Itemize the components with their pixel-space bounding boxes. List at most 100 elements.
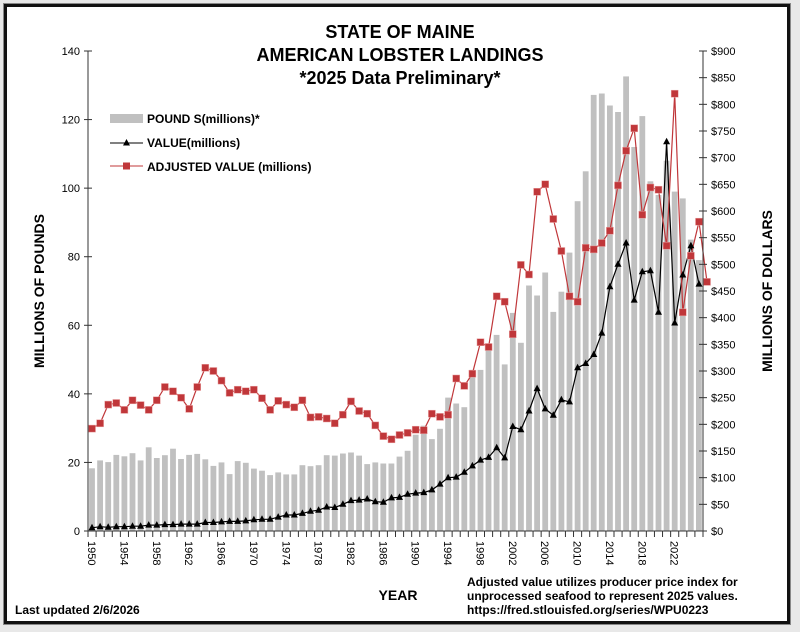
legend: POUND S(millions)* VALUE(millions) ADJUS…: [110, 112, 311, 174]
bar-pounds-1973: [275, 472, 282, 531]
bar-pounds-1962: [186, 454, 192, 531]
point-adjusted-1985: [371, 421, 380, 430]
point-adjusted-2007: [549, 215, 558, 223]
point-adjusted-1959: [161, 383, 169, 391]
point-value-2020: [655, 308, 662, 315]
point-adjusted-2016: [622, 146, 630, 155]
y2-tick-label: $100: [711, 473, 735, 485]
y2-tick-label: $550: [711, 233, 735, 245]
point-value-1951: [96, 522, 104, 530]
point-adjusted-1986: [379, 432, 388, 440]
bar-pounds-1980: [331, 455, 338, 531]
point-value-1993: [436, 480, 444, 487]
point-value-1964: [201, 518, 209, 525]
footnote-link[interactable]: https://fred.stlouisfed.org/series/WPU02…: [467, 603, 709, 617]
bar-pounds-1985: [372, 462, 379, 531]
point-value-1988: [396, 493, 403, 500]
bar-pounds-2003: [518, 342, 524, 531]
bar-pounds-2008: [558, 291, 565, 531]
bar-pounds-2002: [509, 312, 516, 531]
chart-title-line-3: *2025 Data Preliminary*: [299, 68, 500, 88]
y-tick-label: 0: [74, 526, 80, 538]
point-value-1955: [129, 522, 136, 529]
bar-pounds-1958: [153, 458, 160, 531]
bar-pounds-1974: [283, 474, 290, 531]
point-value-2019: [646, 266, 654, 274]
point-adjusted-2008: [557, 247, 566, 255]
point-adjusted-1979: [322, 414, 331, 423]
point-value-1995: [452, 473, 460, 480]
point-value-1954: [120, 522, 128, 530]
x-tick-label: 1974: [279, 541, 291, 565]
point-value-2009: [566, 397, 573, 405]
point-adjusted-2009: [565, 292, 574, 301]
bar-pounds-2020: [655, 195, 662, 531]
bar-pounds-1978: [315, 465, 322, 531]
y2-tick-label: $450: [711, 286, 735, 298]
bar-pounds-1979: [323, 455, 330, 531]
point-value-1992: [428, 485, 436, 493]
point-adjusted-2006: [541, 180, 549, 189]
legend-square-icon: [123, 162, 130, 170]
point-value-1983: [355, 496, 363, 503]
bar-pounds-1960: [170, 448, 176, 531]
y2-tick-label: $700: [711, 153, 735, 165]
bar-pounds-1953: [113, 454, 120, 531]
bar-pounds-1998: [477, 369, 484, 531]
y2-tick-label: $300: [711, 366, 735, 378]
point-value-1980: [331, 503, 339, 510]
bar-pounds-1969: [242, 462, 249, 531]
legend-label-value: VALUE(millions): [147, 136, 240, 150]
bar-pounds-2018: [639, 116, 646, 531]
point-value-1977: [307, 507, 314, 514]
bar-pounds-1971: [259, 470, 265, 531]
point-adjusted-1973: [274, 397, 282, 405]
point-adjusted-1974: [282, 400, 291, 409]
point-adjusted-1994: [444, 410, 452, 419]
point-value-2002: [509, 422, 517, 429]
bar-pounds-1994: [445, 397, 451, 531]
point-value-1962: [185, 520, 193, 527]
bar-pounds-1966: [218, 462, 225, 531]
point-value-1978: [315, 506, 323, 513]
y-tick-label: 120: [62, 115, 80, 127]
point-adjusted-1960: [169, 387, 177, 396]
bar-pounds-2025: [696, 260, 702, 531]
point-value-1961: [177, 520, 185, 527]
point-value-1971: [258, 515, 266, 522]
point-adjusted-1950: [88, 424, 96, 433]
point-adjusted-1981: [339, 410, 347, 419]
x-tick-label: 1966: [215, 541, 227, 565]
point-adjusted-1965: [209, 367, 218, 375]
point-value-1998: [477, 456, 484, 463]
y-tick-label: 140: [62, 46, 80, 58]
point-adjusted-1999: [484, 343, 493, 351]
bar-pounds-2013: [598, 93, 605, 531]
bar-pounds-1986: [380, 463, 387, 531]
point-value-1967: [226, 517, 234, 524]
point-adjusted-2000: [492, 292, 501, 301]
footnote: Adjusted value utilizes producer price i…: [467, 575, 738, 617]
point-value-2004: [525, 407, 533, 414]
bar-pounds-1963: [194, 453, 201, 531]
point-value-1969: [242, 516, 250, 524]
point-adjusted-2018: [638, 210, 647, 219]
y-tick-label: 60: [68, 320, 80, 332]
point-value-1953: [112, 522, 120, 530]
last-updated: Last updated 2/6/2026: [15, 603, 140, 617]
point-value-1999: [485, 453, 493, 460]
bar-pounds-2011: [582, 171, 589, 532]
point-adjusted-1961: [177, 393, 185, 402]
point-adjusted-1997: [468, 369, 477, 378]
bar-pounds-2022: [671, 191, 678, 531]
bar-pounds-1972: [267, 475, 273, 531]
bar-pounds-1964: [202, 459, 209, 531]
bar-pounds-2007: [550, 311, 557, 531]
point-adjusted-2019: [646, 183, 655, 192]
y2-tick-label: $900: [711, 46, 735, 58]
point-adjusted-2001: [500, 297, 509, 306]
point-value-1974: [282, 511, 290, 518]
x-tick-label: 2014: [603, 541, 615, 565]
bar-pounds-1981: [340, 453, 346, 531]
y2-tick-label: $200: [711, 419, 735, 431]
